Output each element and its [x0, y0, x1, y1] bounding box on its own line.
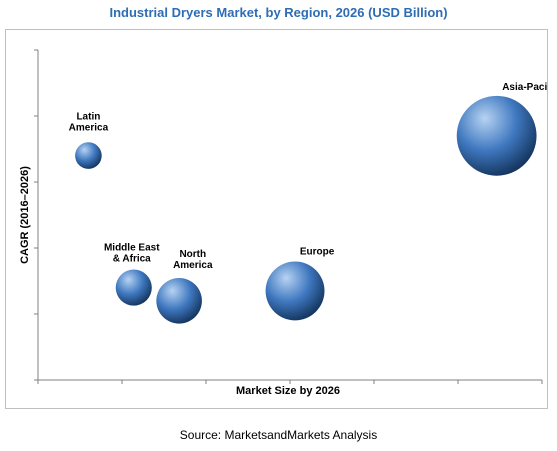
bubble-label-north-america: North America	[173, 249, 213, 271]
bubble-chart: Latin America Middle East & Africa North Amer…	[19, 49, 547, 397]
x-axis-label: Market Size by 2026	[236, 385, 340, 397]
bubble-label-latin-america: Latin America	[69, 111, 109, 133]
axis-ticks	[34, 49, 543, 384]
bubble-label-europe: Europe	[300, 246, 335, 257]
bubbles: Latin America Middle East & Africa North Amer…	[69, 82, 547, 324]
chart-title: Industrial Dryers Market, by Region, 202…	[109, 5, 448, 20]
source-note: Source: MarketsandMarkets Analysis	[179, 428, 378, 442]
bubble-asia-pacific	[456, 95, 537, 176]
bubble-north-america	[156, 278, 202, 324]
bubble-label-asia-pacific: Asia-Pacific	[502, 82, 547, 93]
bubble-latin-america	[75, 142, 102, 169]
y-axis-label: CAGR (2016–2026)	[19, 166, 31, 264]
bubble-middle-east-africa	[115, 269, 152, 306]
chart-frame: Latin America Middle East & Africa North Amer…	[5, 29, 548, 409]
bubble-label-middle-east-africa: Middle East & Africa	[104, 243, 160, 265]
bubble-europe	[265, 261, 325, 321]
